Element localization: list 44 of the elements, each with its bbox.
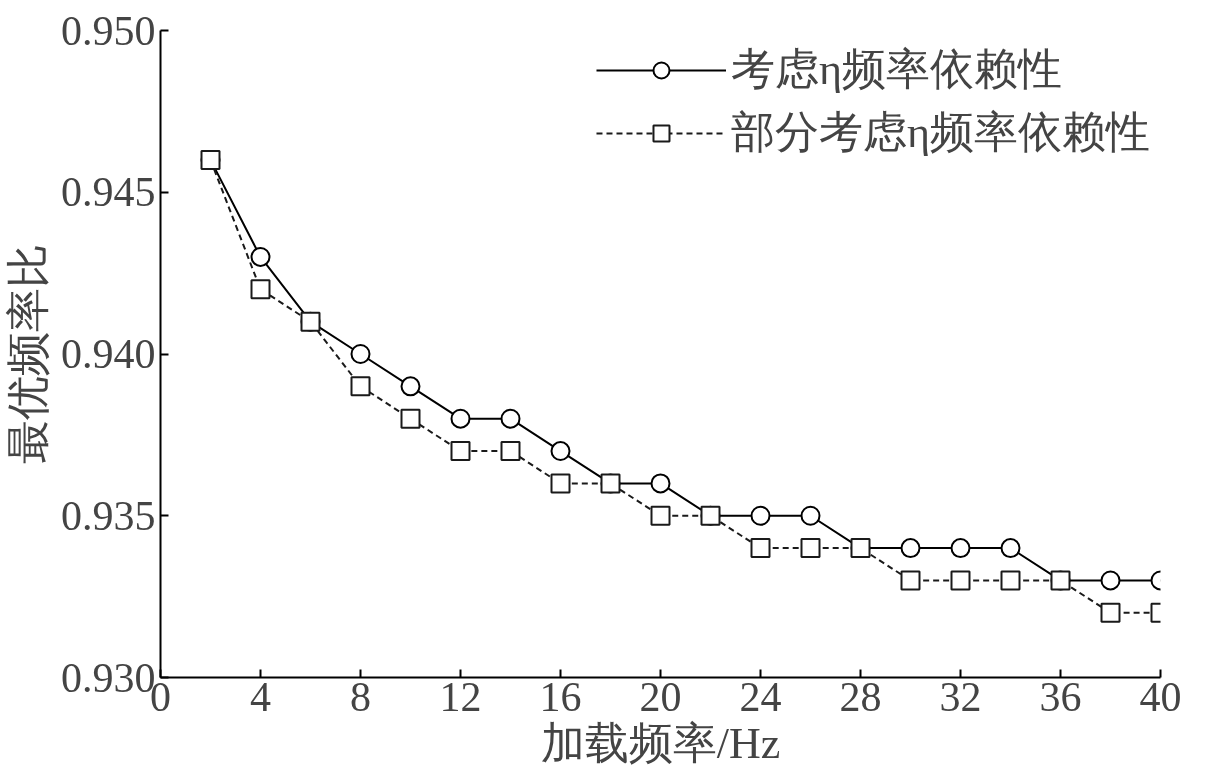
x-tick-label: 28 — [839, 673, 882, 720]
point — [900, 570, 921, 591]
point — [950, 570, 971, 591]
y-tick-label: 0.940 — [61, 331, 156, 377]
legend-label: 部分考虑η频率依赖性 — [730, 107, 1150, 159]
x-tick-label: 40 — [1139, 673, 1182, 720]
point — [550, 473, 571, 494]
x-tick-label: 4 — [250, 673, 271, 720]
point — [250, 246, 271, 267]
legend-label: 考虑η频率依赖性 — [730, 44, 1062, 96]
y-tick-label: 0.935 — [61, 492, 156, 539]
point — [400, 408, 421, 429]
point — [400, 376, 421, 397]
x-axis-title: 加载频率/Hz — [540, 718, 781, 768]
point — [350, 376, 371, 397]
point — [350, 344, 371, 364]
y-tick-label: 0.950 — [61, 7, 156, 54]
point — [750, 538, 771, 559]
y-axis-title: 最优频率比 — [4, 244, 53, 464]
y-tick-label: 0.945 — [61, 169, 156, 216]
point — [650, 473, 671, 494]
point — [450, 441, 471, 462]
point — [800, 538, 821, 559]
point — [1000, 570, 1021, 591]
x-tick-label: 32 — [939, 673, 982, 720]
point — [950, 538, 971, 559]
point — [1000, 538, 1021, 559]
point — [250, 279, 271, 300]
point — [550, 441, 571, 462]
x-tick-label: 24 — [739, 673, 782, 720]
point — [650, 505, 671, 526]
point — [500, 441, 521, 462]
x-tick-label: 16 — [539, 673, 582, 720]
point — [750, 505, 771, 526]
point — [500, 408, 521, 429]
point — [1100, 602, 1121, 623]
x-tick-label: 20 — [639, 673, 682, 720]
point — [900, 538, 921, 559]
point — [450, 408, 471, 429]
point — [800, 505, 821, 526]
point — [1100, 570, 1121, 591]
x-tick-label: 12 — [439, 673, 482, 720]
x-tick-label: 8 — [350, 673, 371, 720]
x-tick-label: 36 — [1039, 673, 1082, 720]
